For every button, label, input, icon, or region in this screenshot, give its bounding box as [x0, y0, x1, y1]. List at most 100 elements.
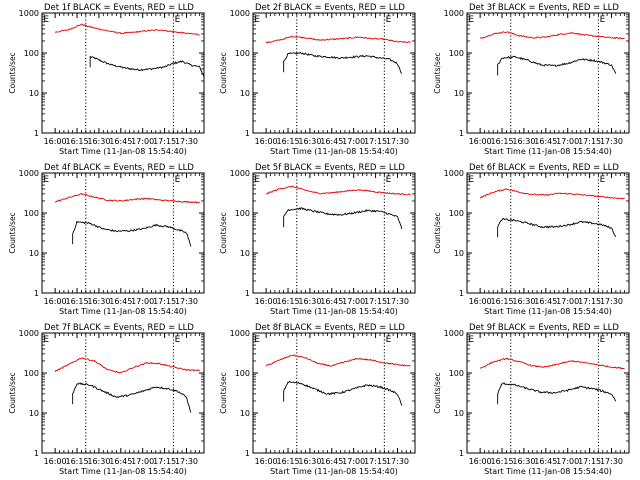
y-tick-label: 100	[449, 209, 464, 218]
y-tick-label: 100	[24, 49, 39, 58]
y-axis-label: Counts/sec	[219, 372, 228, 413]
detector-panel: Det 5f BLACK = Events, RED = LLD 1 10 100 10…	[219, 163, 416, 316]
events-series-line	[283, 207, 403, 230]
y-tick-label: 10	[29, 249, 39, 258]
x-axis-label: Start Time (11-Jan-08 15:54:40)	[270, 307, 398, 316]
x-tick-label: 16:15	[276, 297, 299, 306]
plot-frame	[41, 332, 205, 454]
marker-e-label: E	[386, 335, 392, 345]
x-tick-label: 17:30	[175, 297, 198, 306]
marker-e-label: E	[600, 335, 606, 345]
marker-e-label: E	[386, 175, 392, 185]
x-tick-label: 17:00	[131, 297, 154, 306]
y-tick-label: 10	[240, 249, 250, 258]
y-tick-label: 1	[459, 289, 464, 298]
x-tick-label: 17:15	[364, 137, 387, 146]
x-tick-label: 16:00	[44, 137, 67, 146]
x-tick-label: 17:30	[386, 297, 409, 306]
lld-series-line	[265, 35, 411, 44]
x-tick-label: 17:30	[175, 457, 198, 466]
marker-e-label: E	[600, 15, 606, 25]
panel-title: Det 5f BLACK = Events, RED = LLD	[255, 163, 405, 173]
detector-panel: Det 7f BLACK = Events, RED = LLD 1 10 100 10…	[8, 323, 205, 476]
x-tick-label: 17:00	[556, 137, 579, 146]
plot-frame	[466, 12, 630, 134]
y-axis-label: Counts/sec	[8, 52, 17, 93]
lld-series-line	[54, 23, 200, 36]
x-tick-label: 16:30	[298, 297, 321, 306]
x-tick-label: 16:15	[490, 457, 513, 466]
plot-frame	[252, 12, 416, 134]
plot-frame	[41, 172, 205, 294]
lld-series-line	[479, 188, 625, 200]
x-tick-label: 16:45	[534, 457, 557, 466]
x-tick-label: 17:00	[556, 457, 579, 466]
x-tick-label: 16:45	[109, 457, 132, 466]
x-axis-label: Start Time (11-Jan-08 15:54:40)	[59, 147, 187, 156]
plot-frame	[466, 332, 630, 454]
y-tick-label: 1	[245, 289, 250, 298]
x-tick-label: 16:15	[490, 297, 513, 306]
x-axis-label: Start Time (11-Jan-08 15:54:40)	[484, 467, 612, 476]
events-series-line	[72, 220, 192, 247]
marker-e-label: E	[468, 15, 474, 25]
panel-title: Det 6f BLACK = Events, RED = LLD	[469, 163, 619, 173]
events-series-line	[497, 218, 617, 238]
x-tick-label: 16:15	[65, 137, 88, 146]
y-tick-label: 10	[454, 409, 464, 418]
x-tick-label: 17:30	[386, 137, 409, 146]
marker-e-label: E	[600, 175, 606, 185]
y-tick-label: 10	[240, 89, 250, 98]
y-tick-label: 1000	[19, 329, 39, 338]
y-tick-label: 100	[24, 209, 39, 218]
x-tick-label: 16:30	[298, 457, 321, 466]
x-tick-label: 17:00	[131, 137, 154, 146]
x-tick-label: 16:30	[512, 457, 535, 466]
x-tick-label: 17:15	[153, 457, 176, 466]
x-tick-label: 16:30	[512, 137, 535, 146]
panel-title: Det 2f BLACK = Events, RED = LLD	[255, 3, 405, 13]
x-tick-label: 17:00	[342, 297, 365, 306]
y-tick-label: 1000	[230, 9, 250, 18]
y-axis-label: Counts/sec	[433, 372, 442, 413]
y-axis-label: Counts/sec	[433, 52, 442, 93]
x-tick-label: 17:30	[600, 137, 623, 146]
lld-series-line	[54, 192, 200, 204]
marker-e-label: E	[254, 335, 260, 345]
y-tick-label: 1	[459, 449, 464, 458]
x-axis-label: Start Time (11-Jan-08 15:54:40)	[59, 467, 187, 476]
y-tick-label: 1	[459, 129, 464, 138]
lld-series-line	[265, 185, 411, 196]
y-axis-label: Counts/sec	[433, 212, 442, 253]
detector-panel: Det 3f BLACK = Events, RED = LLD 1 10 100 10…	[433, 3, 630, 156]
x-tick-label: 16:00	[469, 297, 492, 306]
x-tick-label: 16:45	[534, 297, 557, 306]
x-tick-label: 16:15	[65, 457, 88, 466]
y-tick-label: 1000	[444, 9, 464, 18]
x-tick-label: 17:30	[175, 137, 198, 146]
x-tick-label: 17:30	[600, 297, 623, 306]
x-tick-label: 17:00	[131, 457, 154, 466]
y-tick-label: 10	[240, 409, 250, 418]
events-series-line	[89, 55, 205, 78]
x-tick-label: 16:00	[255, 137, 278, 146]
x-tick-label: 16:15	[276, 457, 299, 466]
x-tick-label: 16:45	[109, 297, 132, 306]
x-tick-label: 16:30	[512, 297, 535, 306]
x-axis-label: Start Time (11-Jan-08 15:54:40)	[484, 307, 612, 316]
y-axis-label: Counts/sec	[8, 372, 17, 413]
panel-title: Det 1f BLACK = Events, RED = LLD	[44, 3, 194, 13]
x-tick-label: 16:30	[87, 297, 110, 306]
y-tick-label: 1	[34, 449, 39, 458]
x-tick-label: 16:15	[65, 297, 88, 306]
events-series-line	[497, 55, 617, 76]
x-tick-label: 17:15	[364, 457, 387, 466]
panel-title: Det 8f BLACK = Events, RED = LLD	[255, 323, 405, 333]
marker-e-label: E	[468, 175, 474, 185]
y-tick-label: 10	[29, 409, 39, 418]
x-axis-label: Start Time (11-Jan-08 15:54:40)	[270, 147, 398, 156]
x-tick-label: 16:45	[534, 137, 557, 146]
x-tick-label: 17:00	[556, 297, 579, 306]
detector-panel: Det 8f BLACK = Events, RED = LLD 1 10 100 10…	[219, 323, 416, 476]
